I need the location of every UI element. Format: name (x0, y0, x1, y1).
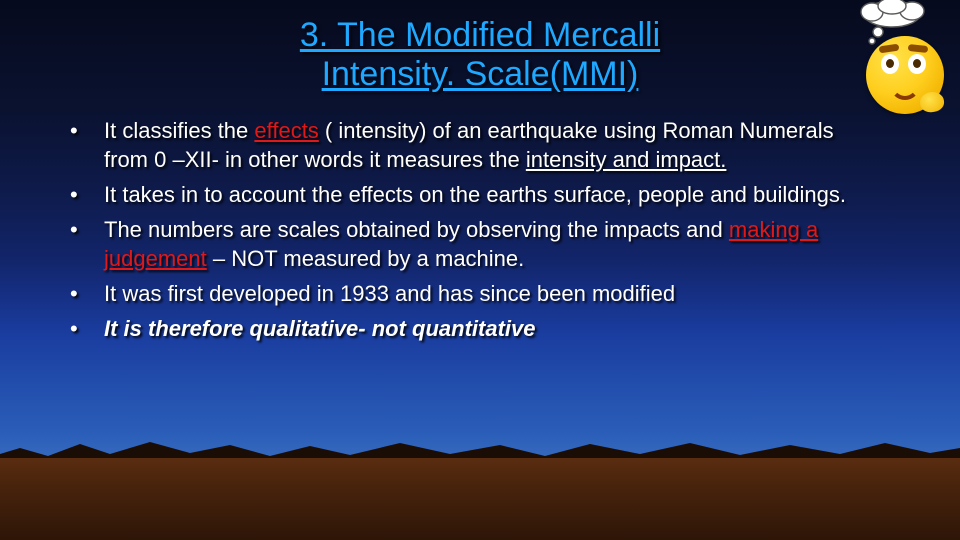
title-line-2: Intensity. Scale(MMI) (322, 55, 639, 93)
bullet-1-intensity-impact: intensity and impact. (526, 147, 727, 172)
ground (0, 458, 960, 540)
slide-title: 3. The Modified Mercalli Intensity. Scal… (0, 16, 960, 94)
bullet-4-text: It was first developed in 1933 and has s… (104, 281, 675, 306)
bullet-2-text: It takes in to account the effects on th… (104, 182, 846, 207)
hand-on-chin (919, 90, 946, 113)
slide: 3. The Modified Mercalli Intensity. Scal… (0, 0, 960, 540)
bullet-1-effects: effects (254, 118, 318, 143)
eyebrow-left (879, 44, 900, 54)
eye-left (881, 54, 899, 74)
bullet-1-pre: It classifies the (104, 118, 254, 143)
bullet-2: It takes in to account the effects on th… (66, 180, 870, 209)
bullet-3-post: – NOT measured by a machine. (207, 246, 525, 271)
thinking-emoji (852, 2, 952, 112)
bullet-list: It classifies the effects ( intensity) o… (66, 116, 870, 349)
bullet-1: It classifies the effects ( intensity) o… (66, 116, 870, 174)
bullet-5-text: It is therefore qualitative- not quantit… (104, 316, 536, 341)
mouth (890, 84, 920, 100)
bullet-3-pre: The numbers are scales obtained by obser… (104, 217, 729, 242)
pupil-right (913, 59, 921, 68)
eye-right (908, 54, 926, 74)
title-line-1: 3. The Modified Mercalli (300, 16, 660, 54)
bullet-3: The numbers are scales obtained by obser… (66, 215, 870, 273)
pupil-left (886, 59, 894, 68)
bullet-4: It was first developed in 1933 and has s… (66, 279, 870, 308)
smiley-face-icon (866, 36, 944, 114)
eyebrow-right (908, 44, 929, 53)
bullet-5: It is therefore qualitative- not quantit… (66, 314, 870, 343)
